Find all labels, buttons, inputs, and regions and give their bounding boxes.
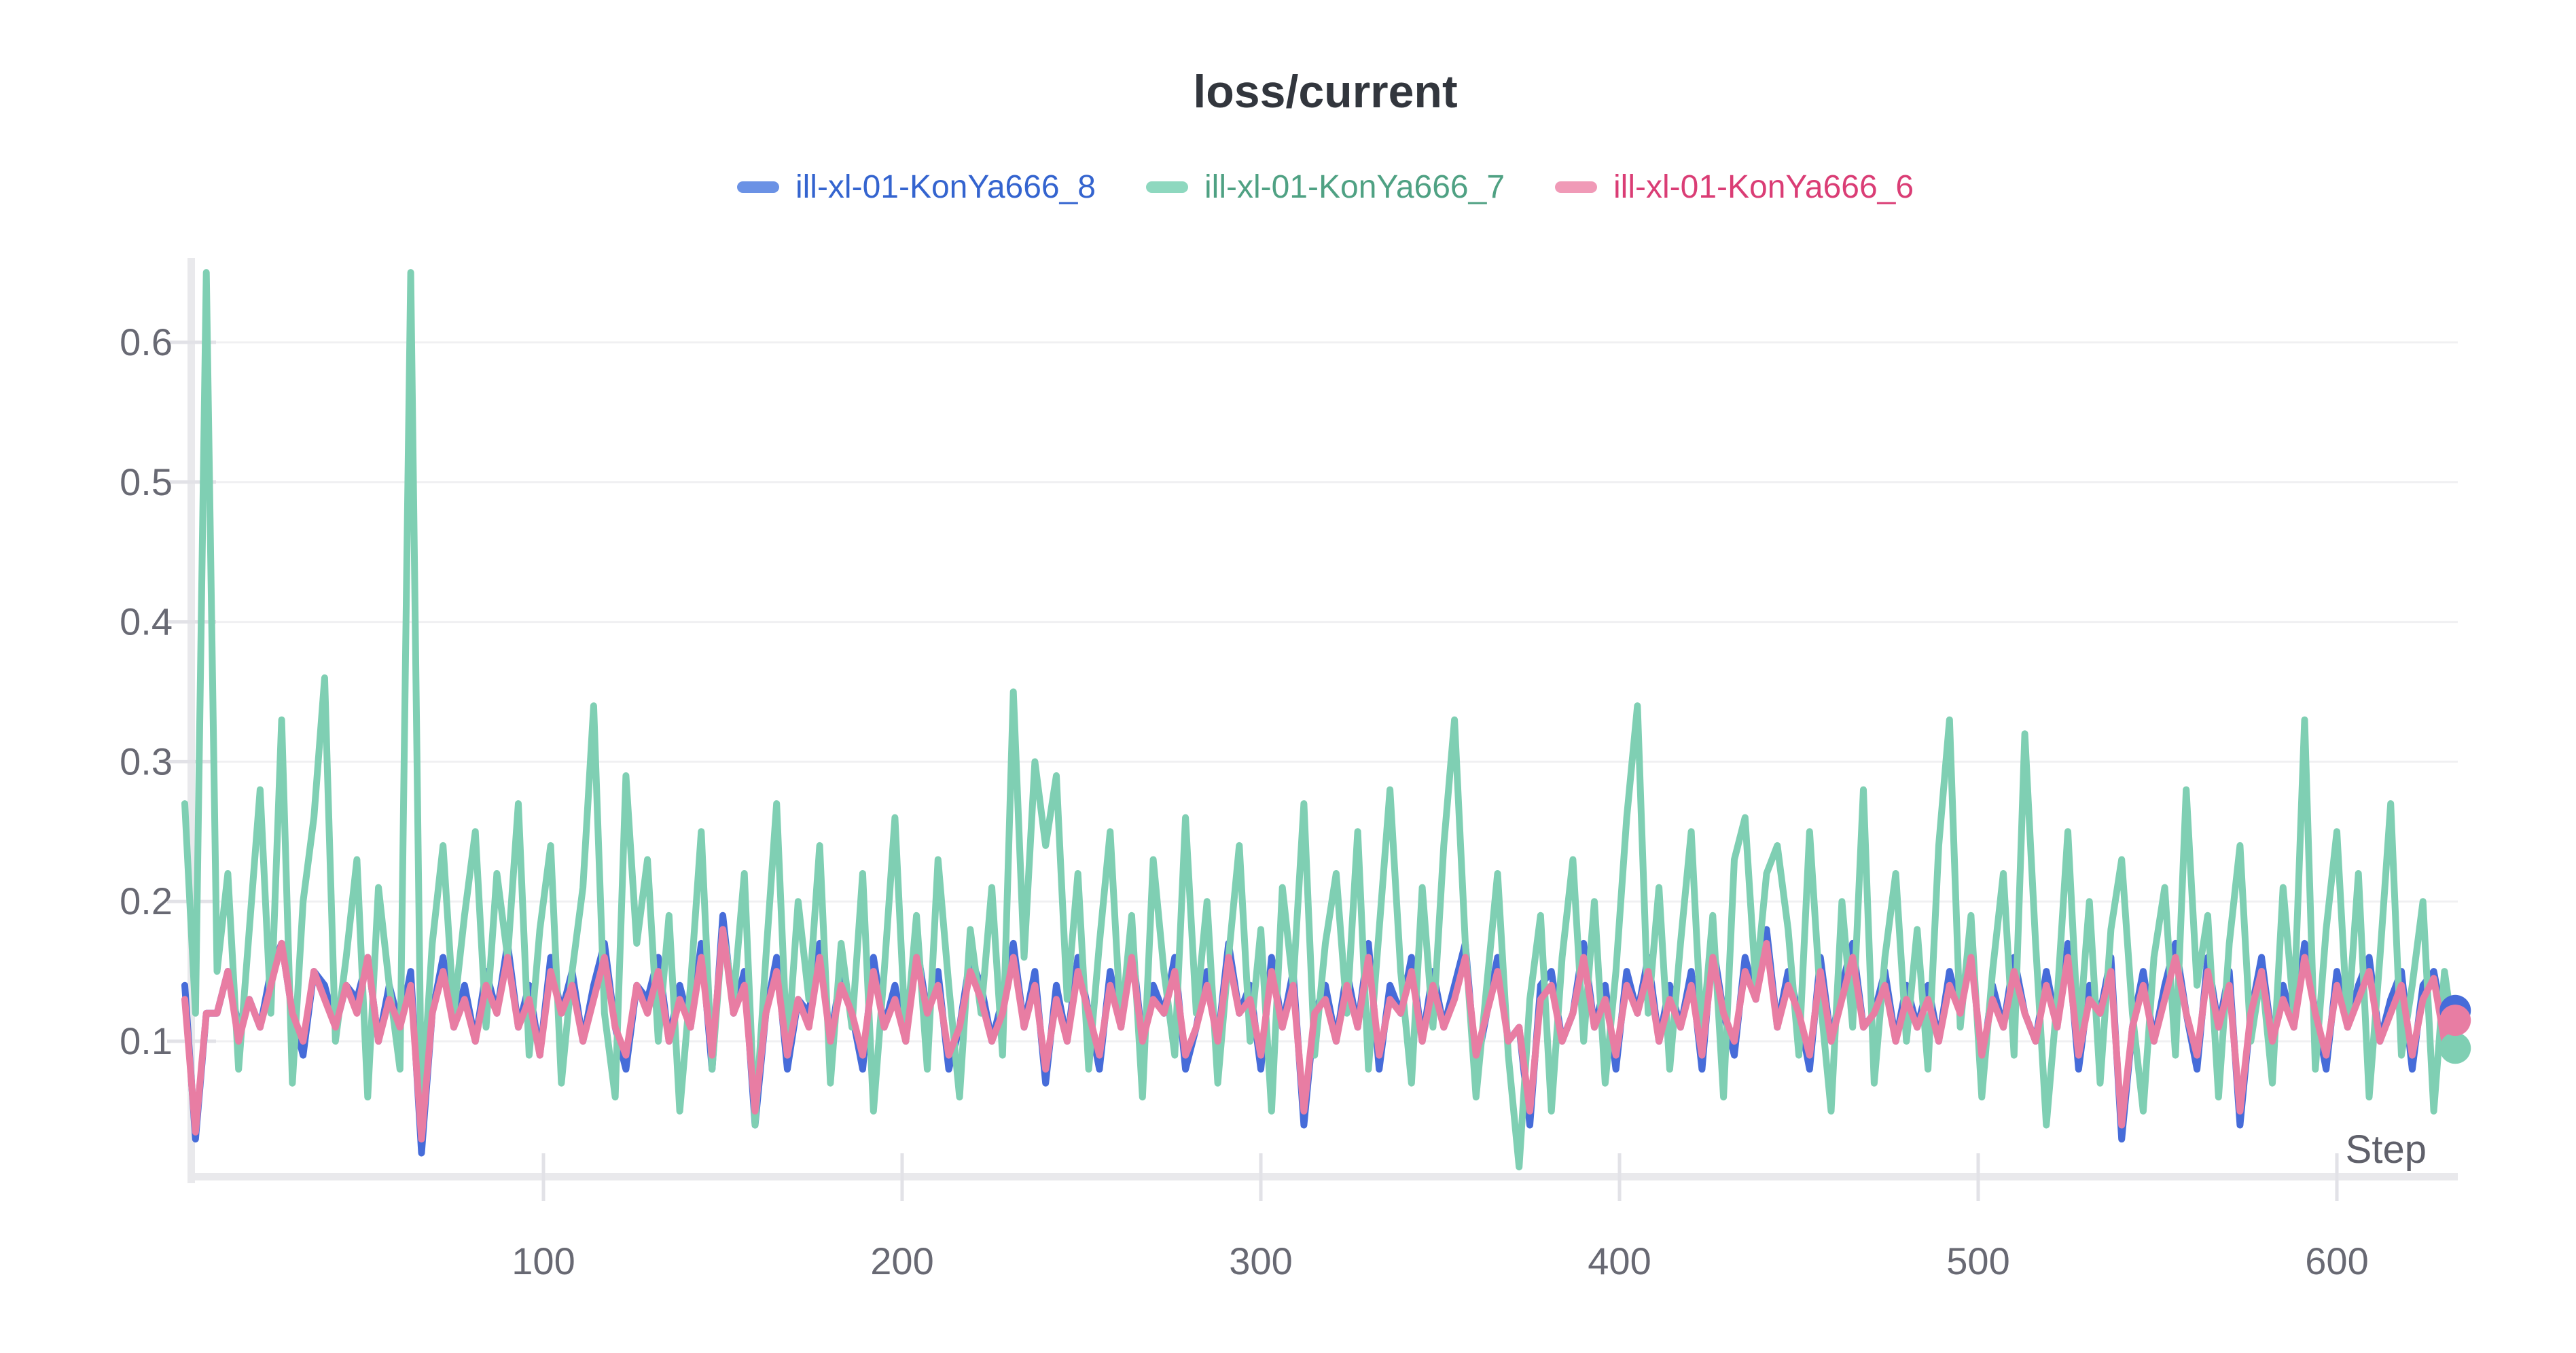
legend-item-konya666-6[interactable]: ill-xl-01-KonYa666_6 (1555, 168, 1914, 206)
x-axis-tick-label: 400 (1588, 1240, 1651, 1282)
chart-title: loss/current (1193, 66, 1458, 118)
legend-item-konya666-7[interactable]: ill-xl-01-KonYa666_7 (1145, 168, 1505, 206)
legend-item-label: ill-xl-01-KonYa666_6 (1613, 169, 1914, 205)
legend-dash-icon (1555, 181, 1598, 193)
y-axis-tick-label: 0.3 (120, 740, 173, 782)
y-axis-tick-label: 0.2 (120, 880, 173, 922)
chart-legend: ill-xl-01-KonYa666_8 ill-xl-01-KonYa666_… (75, 168, 2576, 206)
series-endpoint-dot-ill-xl-01-KonYa666_6 (2439, 1005, 2471, 1036)
series-line-ill-xl-01-KonYa666_6 (181, 926, 2459, 1143)
y-axis-tick-label: 0.5 (120, 461, 173, 503)
x-axis-spine (187, 1173, 2458, 1180)
legend-dash-icon (1145, 181, 1188, 193)
x-axis-tick-label: 500 (1946, 1240, 2009, 1282)
legend-item-label: ill-xl-01-KonYa666_8 (795, 169, 1096, 205)
series-endpoint-dot-ill-xl-01-KonYa666_7 (2439, 1032, 2471, 1064)
y-axis-spine (187, 258, 195, 1183)
y-axis-tick-label: 0.1 (120, 1020, 173, 1062)
x-axis-tick-label: 300 (1229, 1240, 1292, 1282)
y-axis-tick-label: 0.4 (120, 600, 173, 643)
legend-item-label: ill-xl-01-KonYa666_7 (1204, 169, 1505, 205)
x-axis-tick-label: 200 (870, 1240, 933, 1282)
legend-dash-icon (736, 181, 779, 193)
x-axis-tick-label: 100 (512, 1240, 575, 1282)
x-axis-tick-label: 600 (2305, 1240, 2368, 1282)
legend-item-konya666-8[interactable]: ill-xl-01-KonYa666_8 (736, 168, 1096, 206)
series-line-ill-xl-01-KonYa666_7 (181, 269, 2459, 1171)
y-axis-tick-label: 0.6 (120, 321, 173, 363)
x-axis-title: Step (2346, 1128, 2427, 1172)
